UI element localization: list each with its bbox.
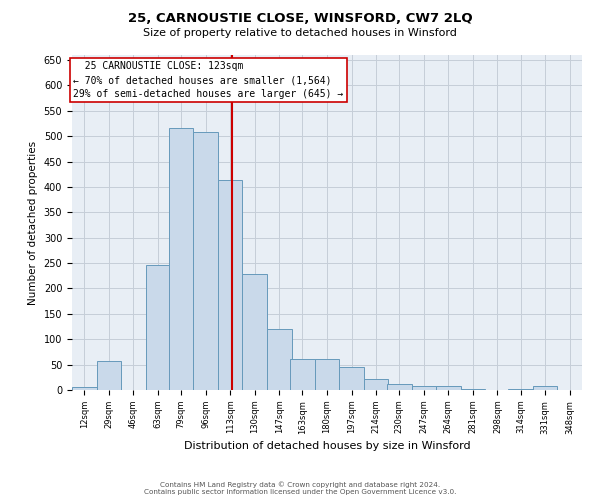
X-axis label: Distribution of detached houses by size in Winsford: Distribution of detached houses by size … [184,440,470,450]
Y-axis label: Number of detached properties: Number of detached properties [28,140,38,304]
Bar [412,386,436,390]
Text: 25, CARNOUSTIE CLOSE, WINSFORD, CW7 2LQ: 25, CARNOUSTIE CLOSE, WINSFORD, CW7 2LQ [128,12,472,26]
Text: Size of property relative to detached houses in Winsford: Size of property relative to detached ho… [143,28,457,38]
Bar [364,379,388,390]
Bar [339,366,364,390]
Text: Contains HM Land Registry data © Crown copyright and database right 2024.: Contains HM Land Registry data © Crown c… [160,481,440,488]
Bar [533,386,557,390]
Bar [242,274,267,390]
Text: Contains public sector information licensed under the Open Government Licence v3: Contains public sector information licen… [144,489,456,495]
Bar [97,361,121,390]
Bar [387,384,412,390]
Bar [146,264,170,390]
Bar [508,389,533,390]
Text: 25 CARNOUSTIE CLOSE: 123sqm
← 70% of detached houses are smaller (1,564)
29% of : 25 CARNOUSTIE CLOSE: 123sqm ← 70% of det… [73,61,344,99]
Bar [218,180,242,390]
Bar [461,389,485,390]
Bar [72,388,97,390]
Bar [169,128,193,390]
Bar [315,358,339,390]
Bar [267,329,292,390]
Bar [193,132,218,390]
Bar [290,358,315,390]
Bar [436,386,461,390]
